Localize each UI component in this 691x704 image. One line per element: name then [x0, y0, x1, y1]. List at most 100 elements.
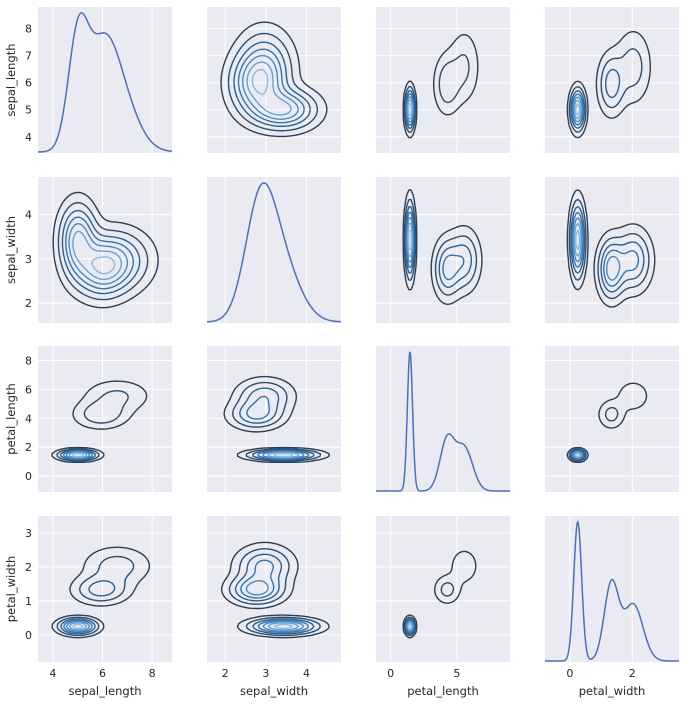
kde-contour-petal_width-sepal_width [240, 559, 310, 634]
kde-contour-sepal_length-petal_width [573, 99, 582, 120]
kde-contour-sepal_width-petal_width [571, 211, 640, 287]
panel-petal_length-vs-petal_width [545, 346, 679, 492]
kde-contour-sepal_length-sepal_width [220, 21, 328, 138]
kde-contour-sepal_length-sepal_width [241, 54, 299, 120]
y-tick-label: 0 [25, 470, 32, 483]
kde-contour-sepal_length-petal_length [406, 99, 413, 120]
kde-contour-petal_width-petal_length [407, 623, 413, 630]
y-tick-label: 3 [25, 253, 32, 266]
y-tick-label: 0 [25, 629, 32, 642]
kde-contour-sepal_width-sepal_length [57, 202, 149, 301]
kde-contour-petal_width-sepal_length [65, 620, 91, 632]
panel-petal_width-vs-petal_length [376, 516, 510, 662]
kde-contour-petal_length-sepal_length [65, 450, 91, 460]
kde-contour-sepal_width-petal_length [405, 211, 465, 281]
kde-contour-sepal_length-petal_length [404, 90, 416, 129]
kde-contour-petal_width-sepal_width [273, 623, 293, 630]
kde-contour-petal_width-sepal_length [60, 580, 116, 635]
x-tick-label: 4 [49, 667, 56, 680]
x-tick-label: 0 [387, 667, 394, 680]
panel-background [376, 177, 510, 323]
panel-sepal_length-vs-sepal_length [38, 7, 172, 153]
y-tick-label: 8 [25, 23, 32, 36]
kde-contour-sepal_length-petal_width [568, 48, 643, 133]
panel-background [376, 7, 510, 153]
x-axis-label-petal_length: petal_length [407, 684, 479, 698]
panel-sepal_length-vs-petal_width [545, 7, 679, 153]
kde-contour-petal_length-sepal_width [239, 387, 315, 461]
kde-contour-petal_width-petal_length [403, 582, 455, 637]
panel-background [207, 7, 341, 153]
kde-contour-sepal_width-petal_length [403, 198, 478, 296]
panel-petal_width-vs-petal_width [545, 516, 679, 662]
kde-contour-petal_width-sepal_width [267, 622, 300, 631]
kde-contour-sepal_length-sepal_width [251, 68, 269, 95]
kde-contour-sepal_width-petal_width [575, 229, 581, 251]
kde-line-sepal_width [207, 182, 341, 323]
kde-contour-petal_length-petal_width [566, 382, 648, 464]
panel-petal_length-vs-sepal_width [207, 346, 341, 492]
x-tick-label: 3 [262, 667, 269, 680]
kde-contour-sepal_width-sepal_length [68, 223, 129, 285]
kde-contour-sepal_length-sepal_width [227, 32, 319, 132]
x-tick-label: 8 [149, 667, 156, 680]
kde-contour-petal_width-sepal_width [228, 548, 321, 637]
kde-contour-petal_length-sepal_length [51, 380, 148, 464]
panel-petal_length-vs-sepal_length [38, 346, 172, 492]
kde-contour-petal_width-sepal_length [72, 623, 84, 630]
x-tick-label: 4 [303, 667, 310, 680]
panel-petal_length-vs-petal_length [376, 346, 510, 492]
kde-contour-petal_width-petal_length [405, 619, 415, 634]
x-axis-label-petal_width: petal_width [579, 684, 646, 698]
panel-sepal_length-vs-petal_length [376, 7, 510, 153]
panel-background [38, 516, 172, 662]
x-tick-label: 0 [566, 667, 573, 680]
y-axis-label-petal_length: petal_length [4, 383, 18, 455]
kde-contour-petal_length-sepal_length [56, 390, 129, 462]
y-tick-label: 8 [25, 354, 32, 367]
kde-contour-petal_width-sepal_length [63, 619, 93, 634]
kde-contour-petal_length-petal_width [571, 450, 585, 460]
kde-contour-petal_width-sepal_length [51, 546, 151, 639]
kde-contour-sepal_length-petal_width [572, 96, 583, 123]
kde-contour-petal_length-petal_width [573, 451, 582, 459]
y-axis-label-petal_width: petal_width [4, 556, 18, 623]
kde-contour-petal_length-sepal_length [72, 452, 84, 458]
kde-contour-sepal_width-petal_length [406, 222, 413, 257]
kde-contour-sepal_width-sepal_length [65, 216, 134, 290]
kde-contour-petal_length-sepal_length [63, 450, 93, 460]
kde-contour-sepal_length-petal_width [566, 30, 651, 139]
kde-contour-petal_width-petal_length [404, 618, 416, 635]
kde-line-petal_width [545, 519, 679, 662]
x-axis-label-sepal_length: sepal_length [68, 684, 141, 698]
y-axis-label-sepal_width: sepal_width [4, 216, 18, 284]
kde-contour-petal_length-sepal_width [232, 381, 321, 462]
kde-contour-petal_length-sepal_length [68, 451, 88, 459]
kde-contour-sepal_width-sepal_length [52, 191, 159, 309]
y-tick-label: 6 [25, 77, 32, 90]
kde-contour-sepal_width-sepal_length [61, 209, 141, 295]
y-tick-label: 6 [25, 383, 32, 396]
kde-contour-sepal_length-petal_length [402, 33, 479, 139]
kde-contour-sepal_width-petal_length [406, 217, 414, 263]
panel-background [376, 516, 510, 662]
x-axis-label-sepal_width: sepal_width [240, 684, 308, 698]
kde-contour-petal_width-sepal_width [220, 541, 330, 639]
kde-contour-petal_length-petal_width [570, 449, 586, 461]
kde-contour-sepal_length-petal_width [575, 103, 581, 116]
kde-contour-sepal_width-petal_width [568, 198, 650, 300]
kde-contour-sepal_length-sepal_width [233, 41, 311, 128]
kde-contour-petal_length-petal_width [575, 452, 581, 458]
panel-sepal_length-vs-sepal_width [207, 7, 341, 153]
kde-contour-petal_width-petal_length [406, 620, 414, 632]
kde-contour-sepal_length-petal_length [407, 103, 413, 116]
panel-sepal_width-vs-petal_length [376, 177, 510, 323]
kde-contour-petal_width-sepal_width [245, 579, 305, 632]
kde-line-sepal_length [38, 12, 172, 153]
kde-contour-petal_length-sepal_width [246, 395, 310, 460]
panel-background [38, 346, 172, 492]
kde-contour-sepal_width-petal_length [402, 189, 483, 305]
kde-contour-petal_width-sepal_width [234, 553, 315, 635]
kde-contour-petal_length-petal_width [568, 407, 619, 462]
y-tick-label: 4 [25, 412, 32, 425]
